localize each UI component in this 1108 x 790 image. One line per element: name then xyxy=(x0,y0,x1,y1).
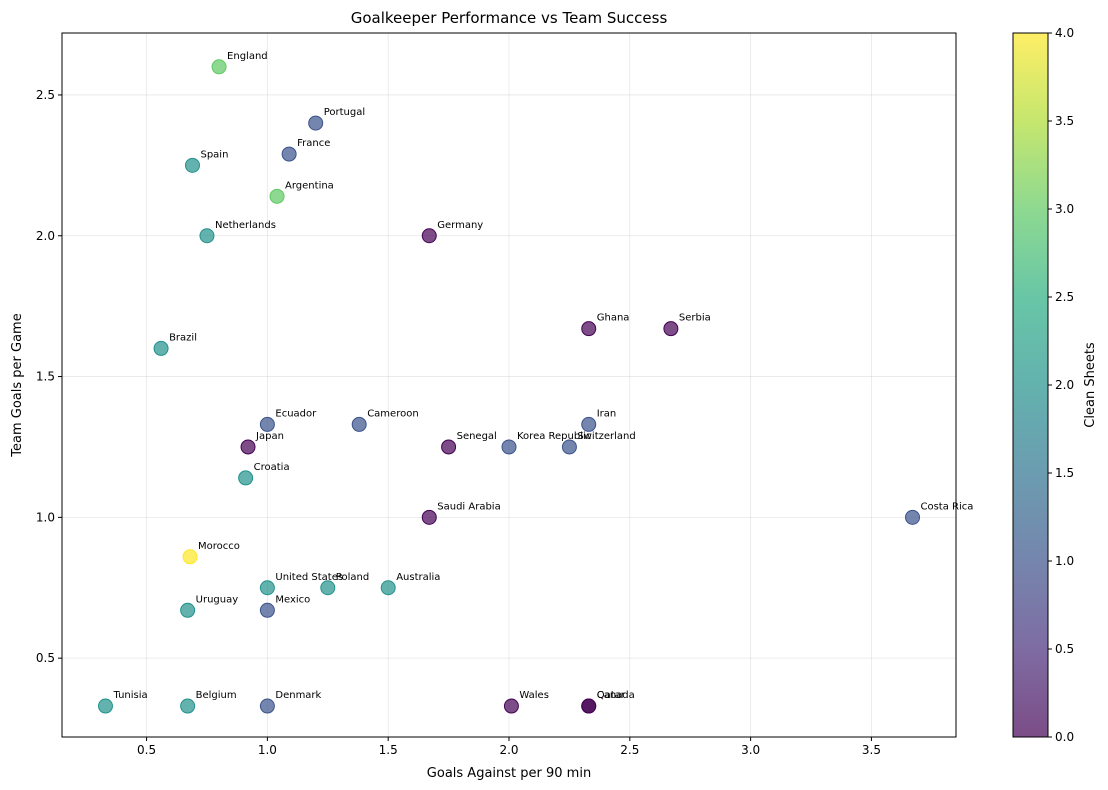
data-point xyxy=(663,321,679,337)
colorbar-tick-label: 0.0 xyxy=(1055,730,1074,744)
data-point-label: Qatar xyxy=(597,690,626,701)
x-tick-label: 3.0 xyxy=(741,743,760,757)
data-point-label: Australia xyxy=(396,572,440,583)
data-point xyxy=(259,580,275,596)
data-point xyxy=(905,509,921,525)
x-tick-label: 1.5 xyxy=(379,743,398,757)
data-point-label: Ghana xyxy=(597,313,630,324)
data-point-label: Canada xyxy=(597,690,635,701)
data-point xyxy=(581,698,597,714)
colorbar-tick-label: 3.5 xyxy=(1055,114,1074,128)
data-point xyxy=(199,228,215,244)
y-tick-label: 2.5 xyxy=(36,88,55,102)
colorbar-tick-label: 3.0 xyxy=(1055,202,1074,216)
point-labels: England Portugal France Spain Argentina Nethe… xyxy=(112,51,973,701)
data-point xyxy=(320,580,336,596)
data-point xyxy=(281,146,297,162)
x-tick-label: 0.5 xyxy=(137,743,156,757)
data-point-label: England xyxy=(227,51,268,62)
y-axis-ticks: 0.5 1.0 1.5 2.0 2.5 xyxy=(36,88,62,665)
data-point-label: Cameroon xyxy=(367,408,418,419)
x-tick-label: 2.0 xyxy=(499,743,518,757)
data-point xyxy=(501,439,517,455)
data-point-label: Poland xyxy=(336,572,369,583)
chart-title: Goalkeeper Performance vs Team Success xyxy=(351,9,668,27)
data-point xyxy=(421,228,437,244)
data-point xyxy=(97,698,113,714)
colorbar-tick-label: 2.5 xyxy=(1055,290,1074,304)
grid-lines xyxy=(62,33,956,737)
data-point xyxy=(581,321,597,337)
data-point xyxy=(184,157,200,173)
y-tick-label: 1.5 xyxy=(36,370,55,384)
data-point xyxy=(238,470,254,486)
data-point xyxy=(259,698,275,714)
data-point xyxy=(269,188,285,204)
colorbar xyxy=(1013,33,1048,737)
x-axis-label: Goals Against per 90 min xyxy=(427,766,591,781)
data-point-label: Ecuador xyxy=(275,408,317,419)
data-point-label: Spain xyxy=(200,149,228,160)
data-point-label: Argentina xyxy=(285,180,334,191)
data-point-label: Portugal xyxy=(324,107,365,118)
data-point xyxy=(259,602,275,618)
y-tick-label: 1.0 xyxy=(36,510,55,524)
colorbar-tick-label: 1.0 xyxy=(1055,554,1074,568)
data-point-label: Brazil xyxy=(169,332,197,343)
data-point-label: France xyxy=(297,138,330,149)
data-point xyxy=(308,115,324,131)
data-point-label: Uruguay xyxy=(196,594,239,605)
data-point-label: United States xyxy=(275,572,343,583)
y-tick-label: 2.0 xyxy=(36,229,55,243)
x-tick-label: 2.5 xyxy=(620,743,639,757)
data-point xyxy=(380,580,396,596)
data-point-label: Serbia xyxy=(679,313,711,324)
x-tick-label: 3.5 xyxy=(862,743,881,757)
data-point-label: Mexico xyxy=(275,594,310,605)
data-point xyxy=(561,439,577,455)
data-point-label: Japan xyxy=(255,431,284,442)
data-point xyxy=(153,340,169,356)
data-point xyxy=(182,549,198,565)
data-point xyxy=(180,698,196,714)
data-point-label: Netherlands xyxy=(215,220,276,231)
data-point xyxy=(211,59,227,75)
data-point xyxy=(259,416,275,432)
data-point xyxy=(351,416,367,432)
data-point-label: Germany xyxy=(437,220,483,231)
data-point-label: Senegal xyxy=(457,431,497,442)
data-point xyxy=(503,698,519,714)
data-point xyxy=(240,439,256,455)
data-point-label: Tunisia xyxy=(112,690,147,701)
colorbar-tick-label: 4.0 xyxy=(1055,26,1074,40)
data-point-label: Switzerland xyxy=(577,431,635,442)
x-tick-label: 1.0 xyxy=(258,743,277,757)
data-point-label: Iran xyxy=(597,408,617,419)
colorbar-label: Clean Sheets xyxy=(1083,342,1098,428)
data-point xyxy=(441,439,457,455)
data-point xyxy=(581,416,597,432)
data-point-label: Costa Rica xyxy=(921,501,974,512)
y-tick-label: 0.5 xyxy=(36,651,55,665)
data-point-label: Croatia xyxy=(254,462,290,473)
colorbar-tick-label: 1.5 xyxy=(1055,466,1074,480)
scatter-points xyxy=(97,59,921,714)
data-point xyxy=(180,602,196,618)
data-point-label: Korea Republic xyxy=(517,431,591,442)
data-point-label: Wales xyxy=(519,690,549,701)
data-point-label: Denmark xyxy=(275,690,321,701)
data-point-label: Morocco xyxy=(198,541,240,552)
data-point-label: Saudi Arabia xyxy=(437,501,500,512)
colorbar-tick-label: 0.5 xyxy=(1055,642,1074,656)
y-axis-label: Team Goals per Game xyxy=(10,313,25,457)
colorbar-tick-label: 2.0 xyxy=(1055,378,1074,392)
colorbar-ticks: 0.0 0.5 1.0 1.5 2.0 2.5 3.0 3.5 4.0 xyxy=(1048,26,1074,744)
x-axis-ticks: 0.5 1.0 1.5 2.0 2.5 3.0 3.5 xyxy=(137,737,881,757)
data-point xyxy=(421,509,437,525)
data-point-label: Belgium xyxy=(196,690,237,701)
